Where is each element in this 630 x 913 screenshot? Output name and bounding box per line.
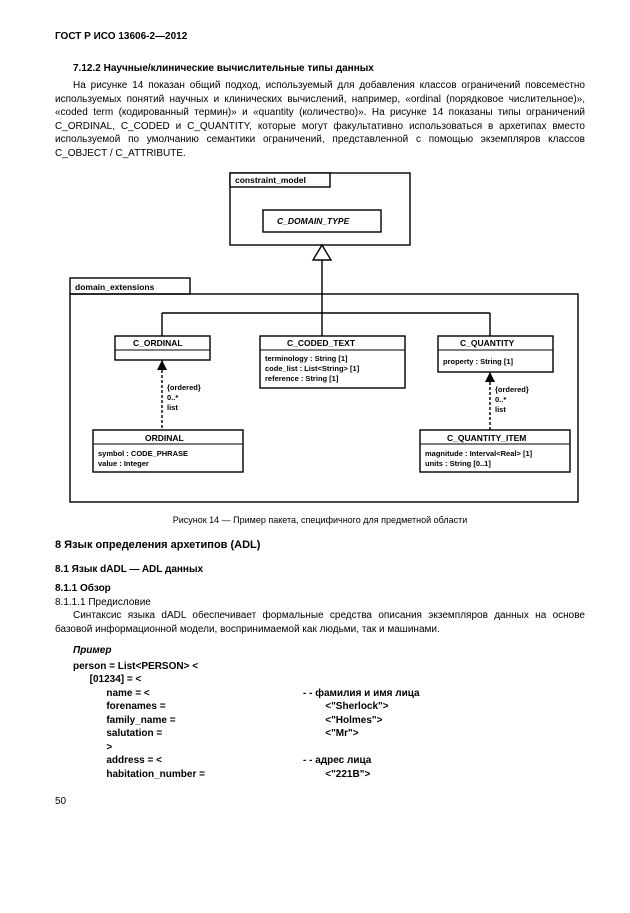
lbl-domain-extensions: domain_extensions	[75, 282, 155, 292]
ccoded-attr0: terminology : String [1]	[265, 354, 348, 363]
svg-text:0..*: 0..*	[167, 393, 178, 402]
lbl-c-qty-item: C_QUANTITY_ITEM	[447, 433, 526, 443]
lbl-c-domain-type: C_DOMAIN_TYPE	[277, 216, 350, 226]
para-dadl: Синтаксис языка dADL обеспечивает формал…	[55, 609, 585, 636]
ordered-note-2: {ordered}	[495, 385, 529, 394]
ordered-note-1: {ordered}	[167, 383, 201, 392]
lbl-c-ordinal: C_ORDINAL	[133, 338, 183, 348]
lbl-c-quantity: C_QUANTITY	[460, 338, 515, 348]
ord-attr1: value : Integer	[98, 459, 149, 468]
cqty-attr0: property : String [1]	[443, 357, 514, 366]
lbl-constraint-model: constraint_model	[235, 175, 306, 185]
cqi-attr1: units : String [0..1]	[425, 459, 491, 468]
ccoded-attr1: code_list : List<String> [1]	[265, 364, 360, 373]
svg-text:list: list	[495, 405, 506, 414]
section-811: 8.1.1 Обзор	[55, 582, 585, 596]
svg-text:list: list	[167, 403, 178, 412]
cqi-attr0: magnitude : Interval<Real> [1]	[425, 449, 533, 458]
section-title-7122: 7.12.2 Научные/клинические вычислительны…	[55, 62, 585, 76]
lbl-c-coded-text: C_CODED_TEXT	[287, 338, 356, 348]
page-number: 50	[55, 795, 585, 809]
section-8-title: 8 Язык определения архетипов (ADL)	[55, 538, 585, 553]
svg-text:0..*: 0..*	[495, 395, 506, 404]
sect-num: 7.12.2	[73, 63, 101, 74]
ord-attr0: symbol : CODE_PHRASE	[98, 449, 188, 458]
section-81: 8.1 Язык dADL — ADL данных	[55, 563, 585, 577]
example-code: person = List<PERSON> < [01234] = < name…	[73, 660, 585, 782]
ccoded-attr2: reference : String [1]	[265, 374, 339, 383]
lbl-ordinal: ORDINAL	[145, 433, 184, 443]
sect-heading: Научные/клинические вычислительные типы …	[104, 63, 374, 74]
doc-header: ГОСТ Р ИСО 13606-2—2012	[55, 30, 585, 44]
section-8111: 8.1.1.1 Предисловие	[55, 596, 585, 610]
para-intro: На рисунке 14 показан общий подход, испо…	[55, 79, 585, 160]
figure-14-diagram: constraint_model C_DOMAIN_TYPE domain_ex…	[55, 168, 585, 508]
figure-caption: Рисунок 14 — Пример пакета, специфичного…	[55, 514, 585, 526]
example-label: Пример	[73, 644, 585, 658]
